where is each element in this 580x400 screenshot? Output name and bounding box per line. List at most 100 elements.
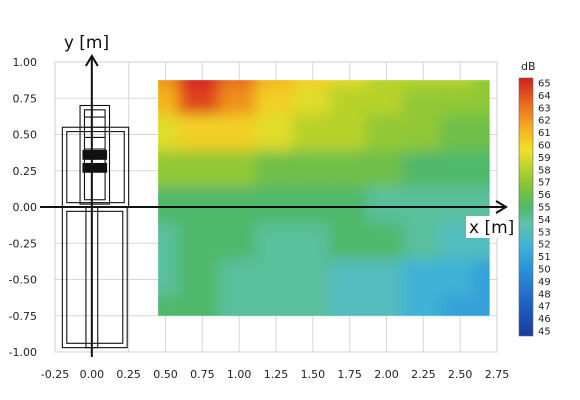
heat-cell	[218, 80, 260, 92]
heat-cell	[402, 223, 444, 264]
y-tick-label: 0.00	[13, 201, 38, 214]
heat-cell	[472, 114, 490, 155]
heat-cell	[255, 114, 297, 155]
y-tick-labels: 1.00 0.75 0.50 0.25 0.00 -0.25 -0.50 -0.75 -1.00	[9, 56, 37, 359]
heat-cell	[255, 80, 297, 92]
heat-cell	[329, 87, 371, 119]
colorbar-tick-label: 48	[538, 289, 551, 300]
x-tick-labels: -0.25 0.00 0.25 0.50 0.75 1.00 1.25 1.50 1.75 2.0…	[41, 368, 509, 381]
x-tick-label: 1.25	[264, 368, 289, 381]
heat-cell	[218, 150, 260, 191]
heat-cell	[158, 259, 183, 300]
equipment-block-lower	[82, 162, 108, 173]
y-tick-label: 1.00	[13, 56, 38, 69]
heat-cell	[178, 114, 223, 155]
x-tick-label: 1.00	[227, 368, 252, 381]
y-tick-label: -0.50	[9, 274, 37, 287]
colorbar-tick-label: 45	[538, 327, 551, 338]
equipment-tower	[79, 104, 111, 205]
heat-cell	[366, 150, 407, 191]
colorbar-tick-label: 64	[538, 91, 551, 102]
heat-cell	[292, 80, 334, 92]
y-tick-label: 0.50	[13, 129, 38, 142]
heat-cell	[255, 150, 297, 191]
heat-cell	[366, 114, 407, 155]
heat-cell	[178, 295, 223, 316]
colorbar-tick-label: 53	[538, 227, 551, 238]
heat-cell	[439, 114, 477, 155]
heatmap-field	[158, 80, 490, 316]
colorbar-tick-label: 52	[538, 240, 551, 251]
y-tick-label: -1.00	[9, 346, 37, 359]
y-tick-label: 0.25	[13, 165, 38, 178]
colorbar-tick-label: 46	[538, 314, 551, 325]
heat-cell	[218, 114, 260, 155]
colorbar-tick-label: 60	[538, 141, 551, 152]
equipment-base-inner	[66, 210, 124, 344]
heat-cell	[472, 87, 490, 119]
x-tick-label: 1.75	[337, 368, 362, 381]
heat-cell	[292, 295, 334, 316]
heat-cell	[158, 295, 183, 316]
colorbar-tick-label: 56	[538, 190, 551, 201]
heat-cell	[472, 295, 490, 316]
heat-cell	[158, 80, 183, 92]
colorbar-unit: dB	[521, 60, 536, 73]
equipment-outline	[61, 104, 130, 349]
colorbar-tick-label: 55	[538, 203, 551, 214]
colorbar-tick-label: 54	[538, 215, 551, 226]
heat-cell	[255, 295, 297, 316]
y-tick-label: -0.25	[9, 237, 37, 250]
heat-cell	[366, 295, 407, 316]
y-tick-label: 0.75	[13, 92, 38, 105]
heat-cell	[402, 295, 444, 316]
heat-cell	[178, 87, 223, 119]
heat-cell	[472, 80, 490, 92]
colorbar-tick-label: 51	[538, 252, 551, 263]
heat-cell	[472, 150, 490, 191]
x-tick-label: 0.25	[116, 368, 141, 381]
x-tick-label: 2.75	[485, 368, 510, 381]
heat-cell	[255, 87, 297, 119]
heat-cell	[402, 87, 444, 119]
x-tick-label: -0.25	[41, 368, 69, 381]
x-tick-label: 2.50	[448, 368, 473, 381]
heat-cell	[218, 295, 260, 316]
colorbar-tick-label: 49	[538, 277, 551, 288]
equipment-base	[61, 206, 128, 349]
heat-cell	[178, 223, 223, 264]
heat-cell	[402, 80, 444, 92]
heat-cell	[158, 114, 183, 155]
y-axis-arrowhead	[84, 54, 99, 67]
colorbar-tick-label: 59	[538, 153, 551, 164]
x-tick-label: 1.50	[301, 368, 326, 381]
heat-cell	[158, 223, 183, 264]
heat-cell	[439, 295, 477, 316]
x-tick-label: 0.50	[153, 368, 178, 381]
heat-cell	[439, 80, 477, 92]
heat-cell	[439, 87, 477, 119]
heat-cell	[439, 259, 477, 300]
x-axis-label: x [m]	[469, 218, 514, 238]
equipment-block-upper	[82, 149, 108, 160]
heat-cell	[255, 259, 297, 300]
heat-cell	[178, 259, 223, 300]
heat-cell	[329, 259, 371, 300]
heat-cell	[292, 87, 334, 119]
equipment-cabinet-inner	[66, 131, 125, 204]
colorbar-tick-label: 62	[538, 116, 551, 127]
x-tick-label: 0.75	[190, 368, 215, 381]
heat-cell	[366, 87, 407, 119]
heat-cell	[218, 259, 260, 300]
heat-cell	[329, 295, 371, 316]
colorbar-tick-label: 63	[538, 103, 551, 114]
heat-cell	[158, 150, 183, 191]
heat-cell	[329, 80, 371, 92]
heat-cell	[439, 150, 477, 191]
heat-cell	[292, 223, 334, 264]
colorbar-tick-label: 47	[538, 302, 551, 313]
heat-cell	[472, 259, 490, 300]
heat-cell	[292, 150, 334, 191]
